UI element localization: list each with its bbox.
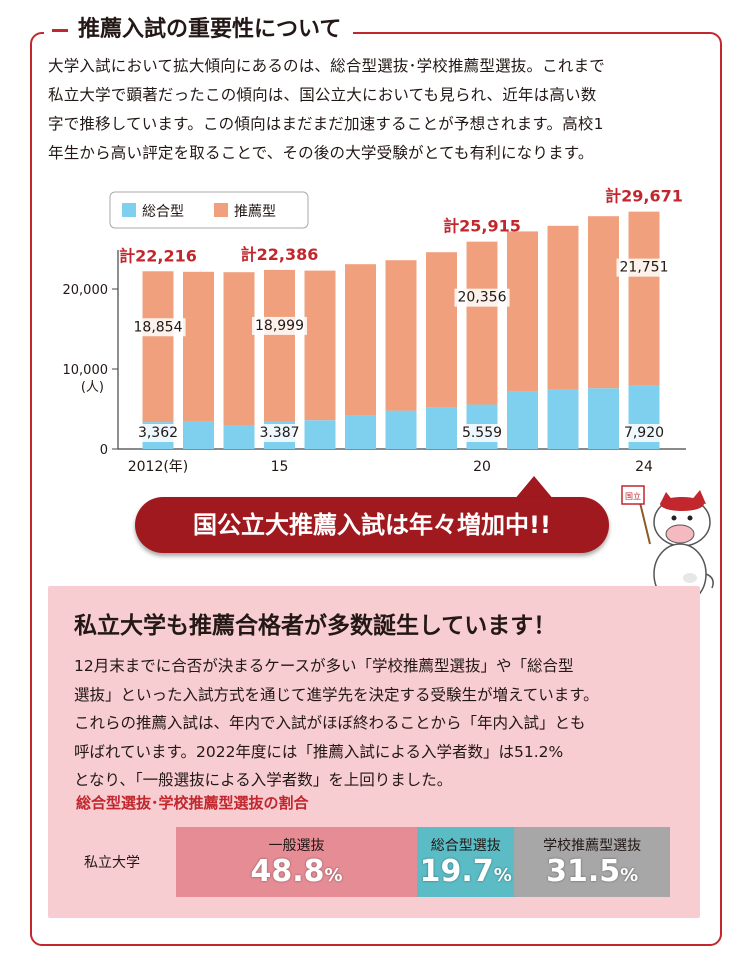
ratio-segment-sogo: 総合型選抜 19.7% [417,827,515,897]
y-tick-label: 0 [100,443,108,458]
data-value-label: 7,920 [624,425,664,441]
mascot-flag-text: 国立 [625,491,641,501]
data-label-bg [616,258,672,277]
x-tick-label: 2012(年) [128,459,189,475]
data-label-bg [620,424,668,442]
bar-segment-sogo [345,415,376,449]
bar-segment-suisen [426,252,457,408]
mascot-flag [621,485,645,505]
data-value-label: 21,751 [620,260,669,276]
intro-line: 大学入試において拡大傾向にあるのは、総合型選抜･学校推薦型選抜。これまで [48,57,605,75]
stacked-bar-chart: 総合型 推薦型 0 10,000 20,000 (人) 3,362 18,854 3.387 18… [63,187,686,475]
intro-line: 私立大学で顕著だったこの傾向は、国公立大においても見られ、近年は高い数 [48,86,597,104]
bar-segment-sogo [304,420,336,449]
bar-segment-suisen [507,231,538,392]
ratio-segment-ippan: 一般選抜 48.8% [176,827,418,897]
y-axis-unit: (人) [81,380,104,395]
ratio-row-label: 私立大学 [84,855,140,871]
data-label-bg [134,424,182,442]
callout-banner: 国公立大推薦入試は年々増加中!! [135,497,609,553]
x-tick-label: 24 [635,459,653,475]
data-label-bg [256,424,303,442]
ratio-value-unit: % [324,865,343,886]
section-title: 推薦入試の重要性について [44,12,354,48]
ratio-value-number: 48.8 [250,854,325,889]
ratio-title: 総合型選抜･学校推薦型選抜の割合 [76,794,309,812]
legend-swatch [122,203,136,217]
ratio-value-number: 19.7 [419,854,494,889]
bar-segment-sogo [547,389,579,449]
total-label: 計22,216 [119,246,197,265]
bar-segment-suisen [547,225,579,390]
panel-line: 12月末までに合否が決まるケースが多い「学校推薦型選抜」や「総合型 [74,657,574,675]
panel-body: 12月末までに合否が決まるケースが多い「学校推薦型選抜」や「総合型 選抜」といっ… [74,652,684,795]
content-frame [30,32,722,946]
data-value-label: 3.387 [259,425,299,441]
panel-line: 選抜」といった入試方式を通じて進学先を決定する受験生が増えています。 [74,685,599,704]
y-tick-label: 20,000 [63,283,109,298]
ratio-value-unit: % [620,865,639,886]
total-label: 計29,671 [605,187,683,206]
data-value-label: 20,356 [458,290,507,306]
ratio-segment-value: 48.8% [176,855,417,893]
ratio-value-number: 31.5 [546,854,621,889]
legend-box [109,191,309,229]
intro-paragraph: 大学入試において拡大傾向にあるのは、総合型選抜･学校推薦型選抜。これまで 私立大… [48,52,708,168]
total-label: 計25,915 [443,217,521,236]
data-value-label: 5.559 [462,425,502,441]
legend-swatch [214,203,228,217]
panel-line: 呼ばれています。2022年度には「推薦入試による入学者数」は51.2% [74,742,564,761]
title-dash [52,28,68,32]
intro-line: 年生から高い評定を取ることで、その後の大学受験がとても有利になります。 [48,144,594,162]
bar-segment-suisen [142,271,174,423]
ratio-value-unit: % [493,865,512,886]
bar-segment-sogo [385,410,417,449]
bar-segment-suisen [588,216,619,389]
bar-segment-suisen [264,269,295,422]
ratio-segment-label: 総合型選抜 [430,838,501,854]
bar-segment-suisen [304,270,336,421]
ratio-bar: 一般選抜 48.8% 総合型選抜 19.7% 学校推薦型選抜 31.5% [176,827,670,897]
intro-line: 字で推移しています。この傾向はまだまだ加速することが予想されます。高校1 [48,115,604,133]
data-value-label: 18,999 [255,318,304,334]
bar-segment-sogo [223,425,255,449]
ratio-segment-value: 19.7% [417,855,514,893]
bar-segment-suisen [345,264,376,416]
bar-segment-sogo [426,407,457,449]
data-value-label: 3,362 [138,425,178,441]
data-label-bg [130,318,186,337]
x-tick-label: 15 [271,459,289,475]
panel-line: となり、「一般選抜による入学者数」を上回りました。 [74,771,453,789]
bar-segment-sogo [588,388,619,449]
data-label-bg [458,424,506,442]
ratio-segment-gakko: 学校推薦型選抜 31.5% [514,827,670,897]
bar-segment-suisen [385,260,417,411]
x-tick-label: 20 [473,459,491,475]
data-value-label: 18,854 [134,319,183,335]
section-title-text: 推薦入試の重要性について [78,17,342,42]
bar-segment-suisen [628,211,660,386]
callout-tail [514,476,554,500]
bar-segment-suisen [223,272,255,425]
panel-line: これらの推薦入試は、年内で入試がほぼ終わることから「年内入試」とも [74,714,586,732]
legend-label: 総合型 [142,204,184,220]
total-label: 計22,386 [241,245,319,264]
bar-segment-suisen [466,241,498,405]
legend-label: 推薦型 [234,204,276,220]
y-tick-label: 10,000 [63,363,109,378]
data-label-bg [454,288,510,307]
ratio-segment-label: 学校推薦型選抜 [543,838,642,854]
panel-title: 私立大学も推薦合格者が多数誕生しています！ [74,613,557,639]
bar-segment-suisen [183,271,214,422]
ratio-segment-value: 31.5% [514,855,670,893]
ratio-segment-label: 一般選抜 [268,838,325,854]
bar-segment-sogo [507,391,538,449]
data-label-bg [252,316,307,335]
bar-segment-sogo [183,421,214,449]
